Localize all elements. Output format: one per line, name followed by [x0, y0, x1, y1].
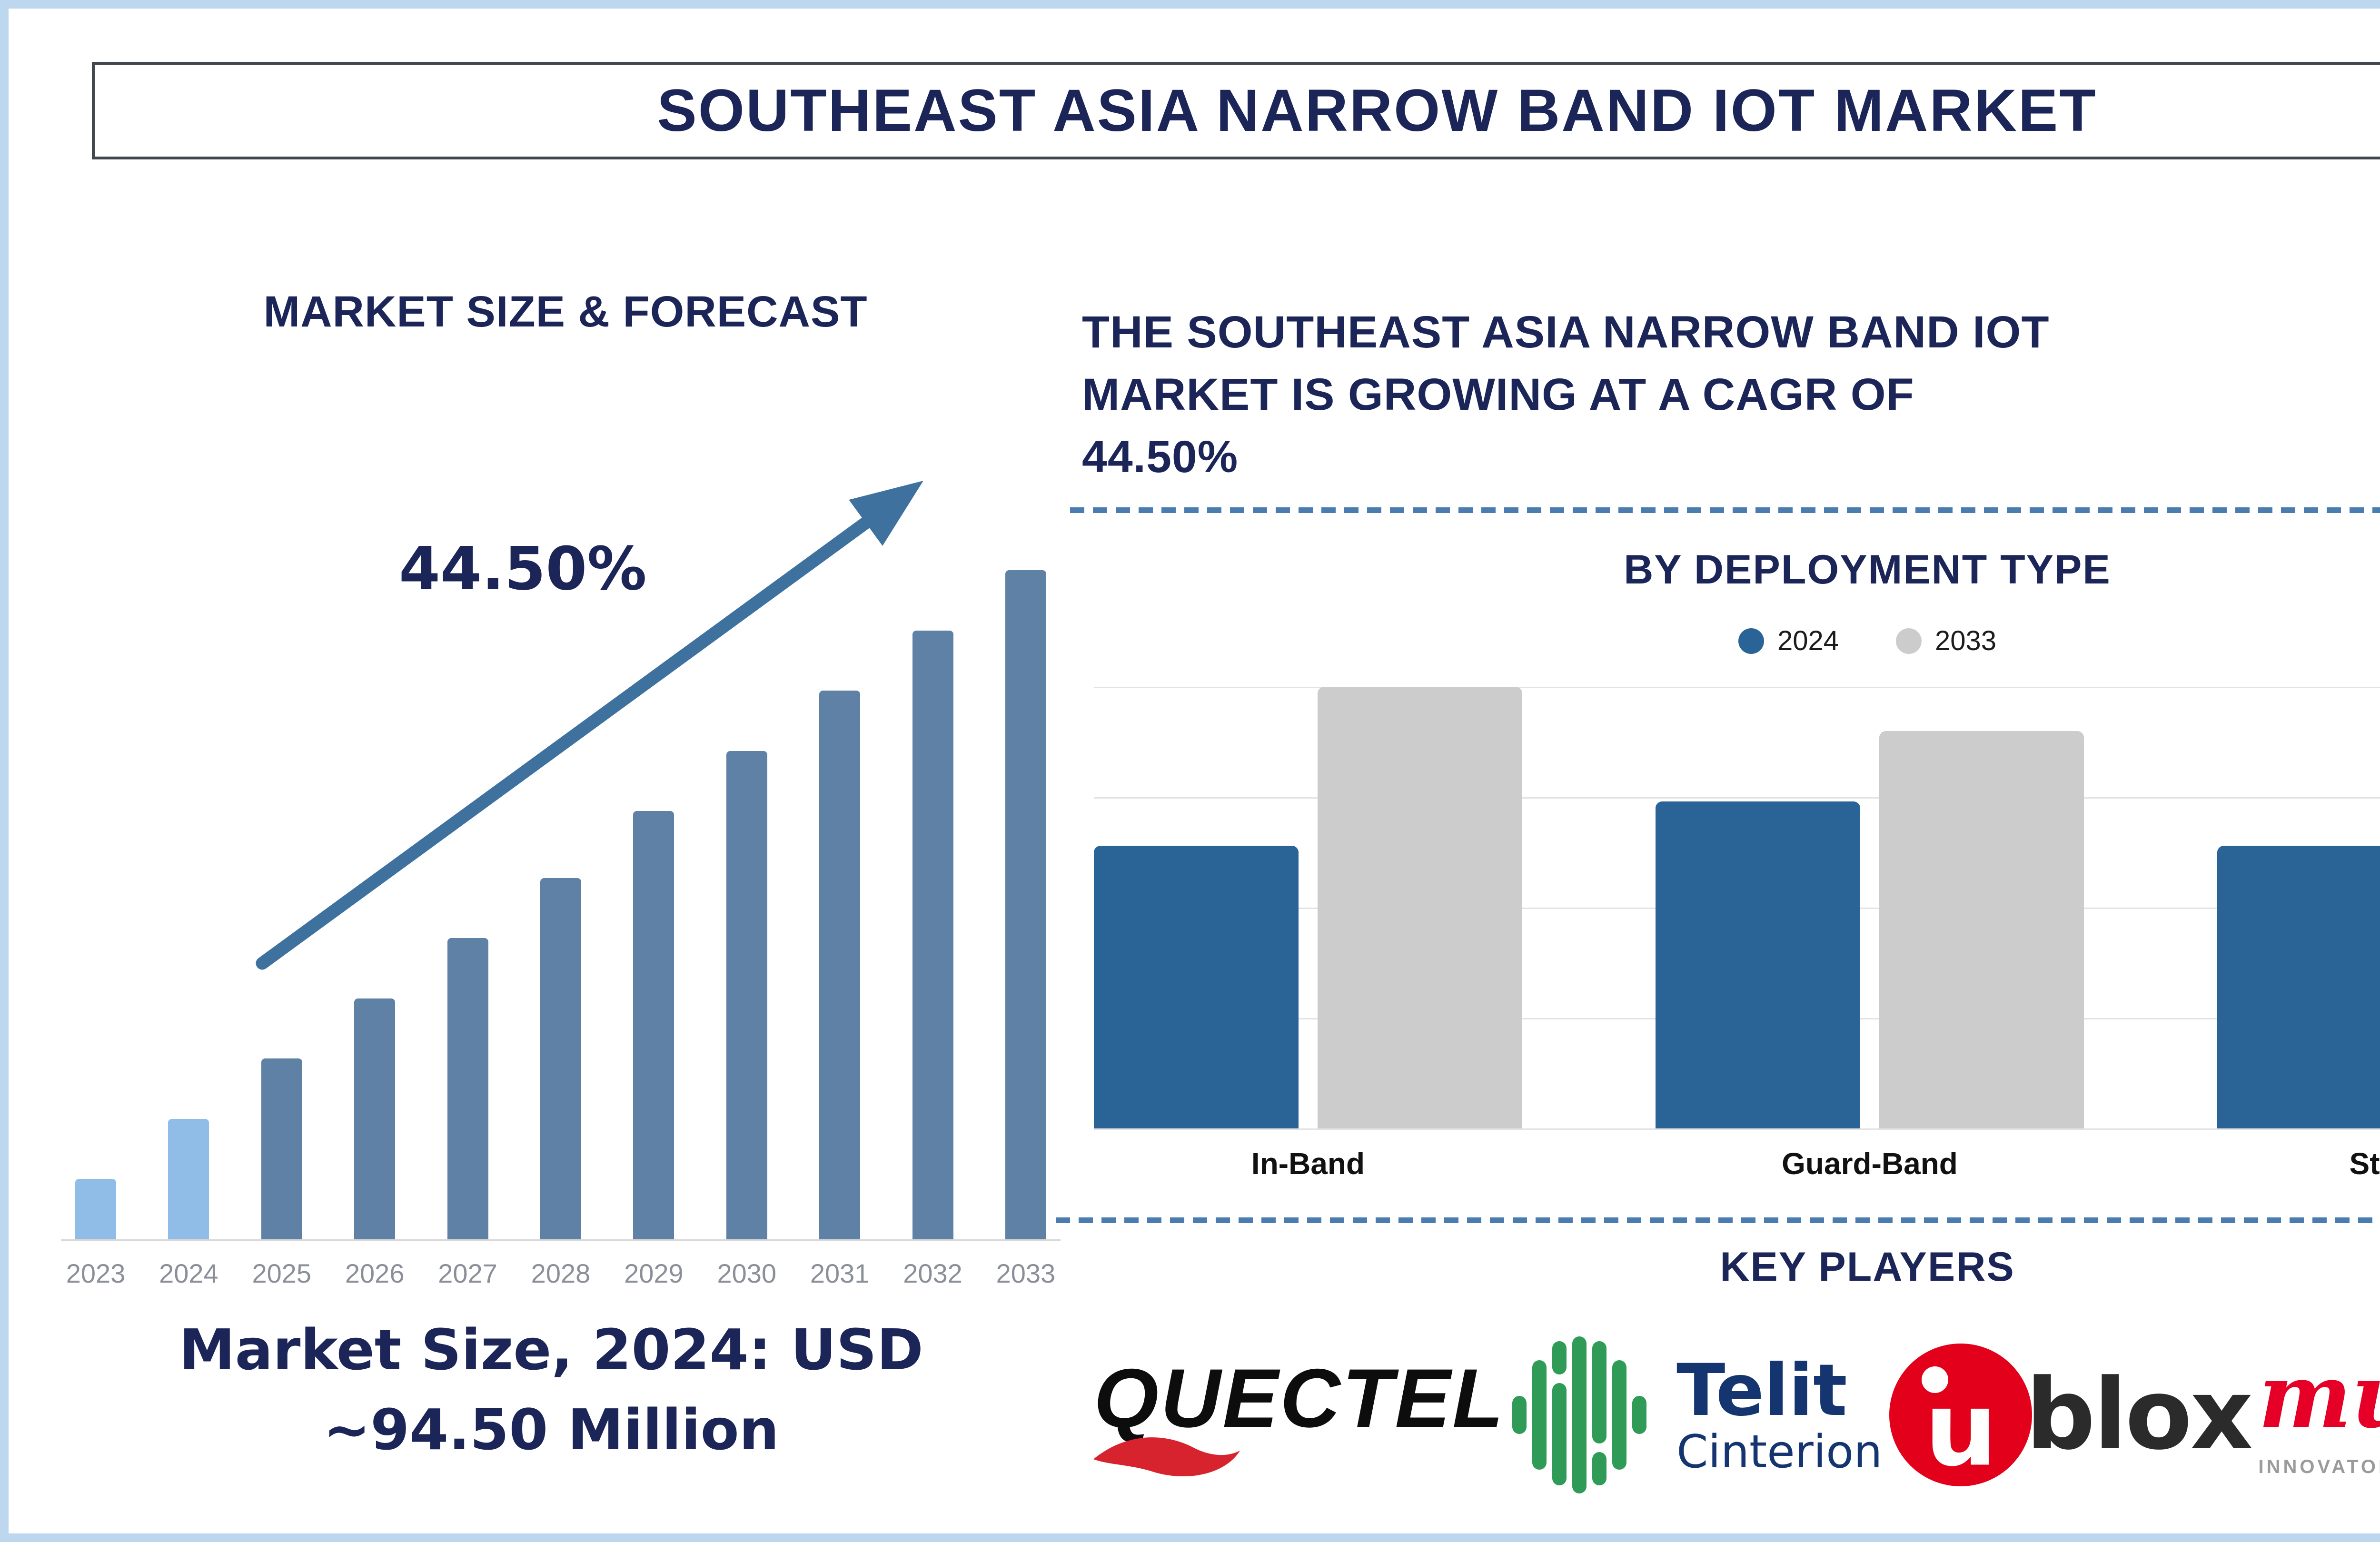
forecast-bar — [633, 811, 674, 1239]
telit-bars-icon — [1512, 1336, 1647, 1493]
murata-wordmark: muRata — [2258, 1344, 2380, 1448]
deployment-category-label: Standalone — [2349, 1147, 2380, 1181]
ublox-wordmark: blox — [2025, 1358, 2253, 1472]
divider-dashed-top — [1070, 507, 2380, 513]
gridline — [1094, 1128, 2380, 1130]
key-players-logos: QUECTEL Telit — [1093, 1322, 2380, 1508]
key-players-title: KEY PLAYERS — [1720, 1244, 2015, 1290]
forecast-year-label: 2029 — [624, 1258, 684, 1288]
deployment-category-label: In-Band — [1251, 1147, 1365, 1181]
forecast-year-label: 2033 — [996, 1258, 1056, 1288]
forecast-bar — [354, 998, 396, 1239]
forecast-chart-title: MARKET SIZE & FORECAST — [263, 287, 868, 336]
forecast-year-label: 2025 — [252, 1258, 312, 1288]
ublox-circle-icon: u — [1889, 1344, 2033, 1489]
title-box: SOUTHEAST ASIA NARROW BAND IOT MARKET — [92, 62, 2380, 159]
forecast-bar — [75, 1179, 116, 1239]
deployment-legend: 2024 2033 — [1080, 625, 2380, 657]
cinterion-wordmark: Cinterion — [1676, 1425, 1883, 1478]
deployment-chart-title: BY DEPLOYMENT TYPE — [1624, 547, 2111, 593]
market-size-caption-line2: ~94.50 Million — [323, 1396, 779, 1463]
legend-dot-icon — [1896, 628, 1922, 654]
gridline — [1094, 687, 2380, 688]
ublox-dot — [1922, 1366, 1949, 1393]
legend-label: 2024 — [1777, 625, 1839, 656]
quectel-logo: QUECTEL — [1093, 1351, 1506, 1480]
forecast-year-label: 2031 — [810, 1258, 870, 1288]
forecast-bar — [261, 1058, 302, 1239]
gridline — [1094, 797, 2380, 799]
forecast-bar — [540, 878, 581, 1239]
page-title: SOUTHEAST ASIA NARROW BAND IOT MARKET — [657, 78, 2097, 144]
deployment-bar-2024 — [1094, 846, 1299, 1128]
growth-arrow — [256, 481, 923, 970]
deployment-group — [1656, 687, 2084, 1128]
deployment-group — [1094, 687, 1522, 1128]
quectel-swoosh-icon — [1093, 1437, 1240, 1476]
telit-cinterion-logo: Telit Cinterion — [1512, 1336, 1883, 1493]
market-size-caption-line1: Market Size, 2024: USD — [179, 1317, 923, 1383]
telit-wordmark: Telit — [1676, 1349, 1847, 1433]
legend-dot-icon — [1738, 628, 1764, 654]
ublox-u-letter: u — [1924, 1369, 1998, 1489]
deployment-category-label: Guard-Band — [1782, 1147, 1958, 1181]
forecast-x-axis: 2023 2024 2025 2026 2027 2028 2029 2030 2031 2032… — [61, 1258, 1061, 1289]
deployment-bar-2024 — [1656, 801, 1860, 1128]
cagr-statement-line3: 44.50% — [1082, 432, 1239, 483]
ublox-logo: u blox — [1889, 1344, 2253, 1489]
quectel-wordmark: QUECTEL — [1094, 1352, 1506, 1445]
divider-dashed-bottom — [1056, 1217, 2380, 1223]
forecast-year-label: 2028 — [531, 1258, 591, 1288]
forecast-chart — [61, 570, 1061, 1241]
forecast-bar — [819, 691, 861, 1239]
murata-logo: muRata INNOVATOR IN ELECTRONICS — [2259, 1352, 2380, 1478]
forecast-year-label: 2032 — [903, 1258, 962, 1288]
cagr-statement-line2: MARKET IS GROWING AT A CAGR OF — [1082, 369, 1914, 420]
forecast-year-label: 2023 — [66, 1258, 126, 1288]
legend-item-2033: 2033 — [1896, 625, 1996, 657]
murata-tagline: INNOVATOR IN ELECTRONICS — [2258, 1456, 2380, 1477]
forecast-bar — [726, 751, 767, 1239]
deployment-bar-2024 — [2217, 846, 2380, 1128]
forecast-bar — [912, 630, 953, 1239]
market-size-caption: Market Size, 2024: USD ~94.50 Million — [37, 1310, 1065, 1470]
forecast-year-label: 2027 — [438, 1258, 497, 1288]
legend-label: 2033 — [1935, 625, 1997, 656]
deployment-x-axis: In-Band Guard-Band Standalone — [1094, 1146, 2380, 1181]
forecast-year-label: 2024 — [159, 1258, 218, 1288]
forecast-bar — [447, 938, 488, 1239]
forecast-bar — [1005, 570, 1046, 1239]
cagr-statement: THE SOUTHEAST ASIA NARROW BAND IOT MARKE… — [1082, 301, 2380, 488]
cagr-value-label: 44.50% — [399, 534, 647, 603]
deployment-bar-2033 — [1318, 687, 1522, 1128]
deployment-bar-2033 — [1879, 731, 2084, 1128]
forecast-year-label: 2026 — [345, 1258, 405, 1288]
forecast-year-label: 2030 — [717, 1258, 777, 1288]
deployment-chart — [1094, 687, 2380, 1130]
legend-item-2024: 2024 — [1738, 625, 1839, 657]
forecast-bar — [168, 1118, 209, 1239]
cagr-statement-line1: THE SOUTHEAST ASIA NARROW BAND IOT — [1082, 307, 2050, 357]
deployment-group — [2217, 687, 2380, 1128]
